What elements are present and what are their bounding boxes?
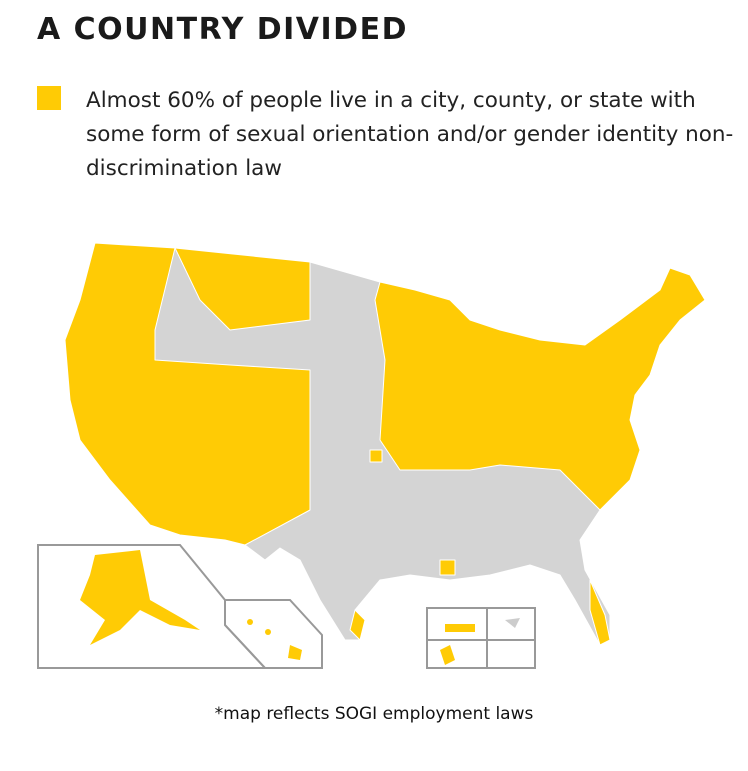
puerto-rico	[445, 624, 475, 632]
legend-text: Almost 60% of people live in a city, cou…	[86, 88, 734, 181]
texas-city	[349, 609, 366, 641]
territories-inset	[426, 607, 536, 669]
northeast-region	[374, 267, 706, 511]
kansas-city	[369, 449, 383, 463]
alaska	[80, 550, 200, 645]
hawaii-island	[265, 629, 271, 635]
hawaii-island	[247, 619, 253, 625]
title: A COUNTRY DIVIDED	[37, 12, 408, 47]
virgin-islands	[505, 618, 520, 628]
hawaii-inset	[224, 599, 323, 669]
footnote: *map reflects SOGI employment laws	[214, 704, 534, 724]
montana-region	[174, 247, 311, 331]
hawaii	[288, 645, 302, 660]
guam	[440, 645, 455, 665]
florida-region	[589, 579, 611, 646]
louisiana-city	[439, 559, 456, 576]
map	[37, 242, 706, 669]
west-region	[64, 242, 311, 546]
legend-swatch	[37, 86, 61, 110]
